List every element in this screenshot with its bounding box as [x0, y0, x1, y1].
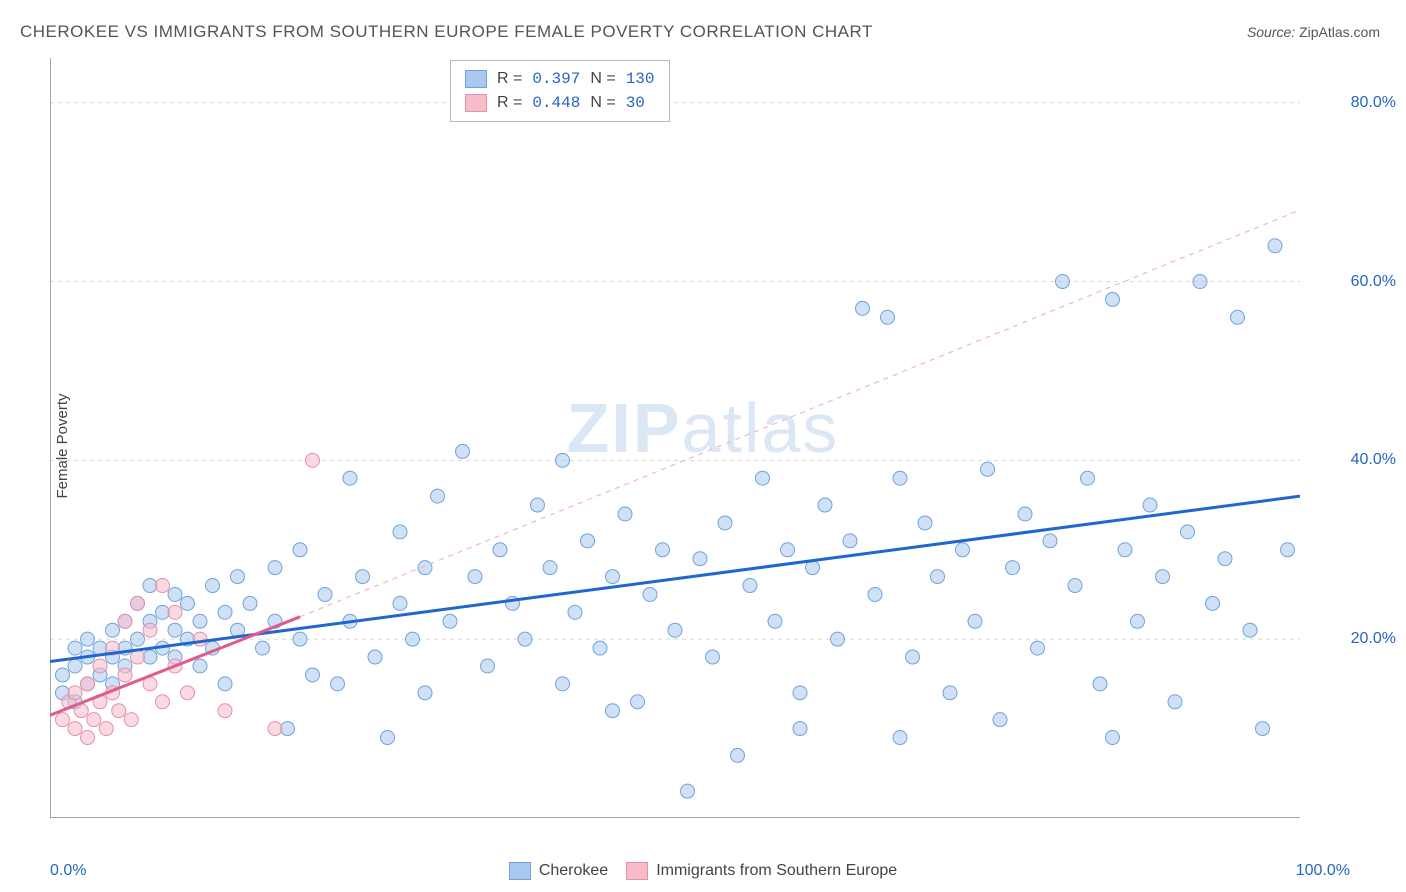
scatter-plot — [50, 58, 1300, 818]
y-tick-label: 60.0% — [1351, 273, 1396, 291]
legend-swatch — [509, 862, 531, 880]
source-value: ZipAtlas.com — [1299, 24, 1380, 40]
legend-swatch — [465, 94, 487, 112]
source-label: Source: — [1247, 24, 1295, 40]
page-title: CHEROKEE VS IMMIGRANTS FROM SOUTHERN EUR… — [20, 22, 873, 42]
legend-label: Cherokee — [539, 862, 608, 880]
n-value: 30 — [626, 91, 645, 115]
legend-item: Immigrants from Southern Europe — [626, 862, 897, 880]
series-legend: Cherokee Immigrants from Southern Europe — [0, 862, 1406, 880]
legend-label: Immigrants from Southern Europe — [656, 862, 897, 880]
n-label: N = — [590, 67, 615, 91]
legend-swatch — [626, 862, 648, 880]
correlation-legend: R = 0.397 N = 130 R = 0.448 N = 30 — [450, 60, 670, 122]
source-credit: Source: ZipAtlas.com — [1247, 24, 1380, 40]
legend-row: R = 0.448 N = 30 — [465, 91, 655, 115]
r-label: R = — [497, 91, 522, 115]
y-tick-label: 40.0% — [1351, 451, 1396, 469]
legend-swatch — [465, 70, 487, 88]
y-tick-label: 20.0% — [1351, 630, 1396, 648]
r-label: R = — [497, 67, 522, 91]
legend-item: Cherokee — [509, 862, 608, 880]
n-value: 130 — [626, 67, 655, 91]
r-value: 0.397 — [532, 67, 580, 91]
legend-row: R = 0.397 N = 130 — [465, 67, 655, 91]
y-tick-label: 80.0% — [1351, 94, 1396, 112]
n-label: N = — [590, 91, 615, 115]
r-value: 0.448 — [532, 91, 580, 115]
